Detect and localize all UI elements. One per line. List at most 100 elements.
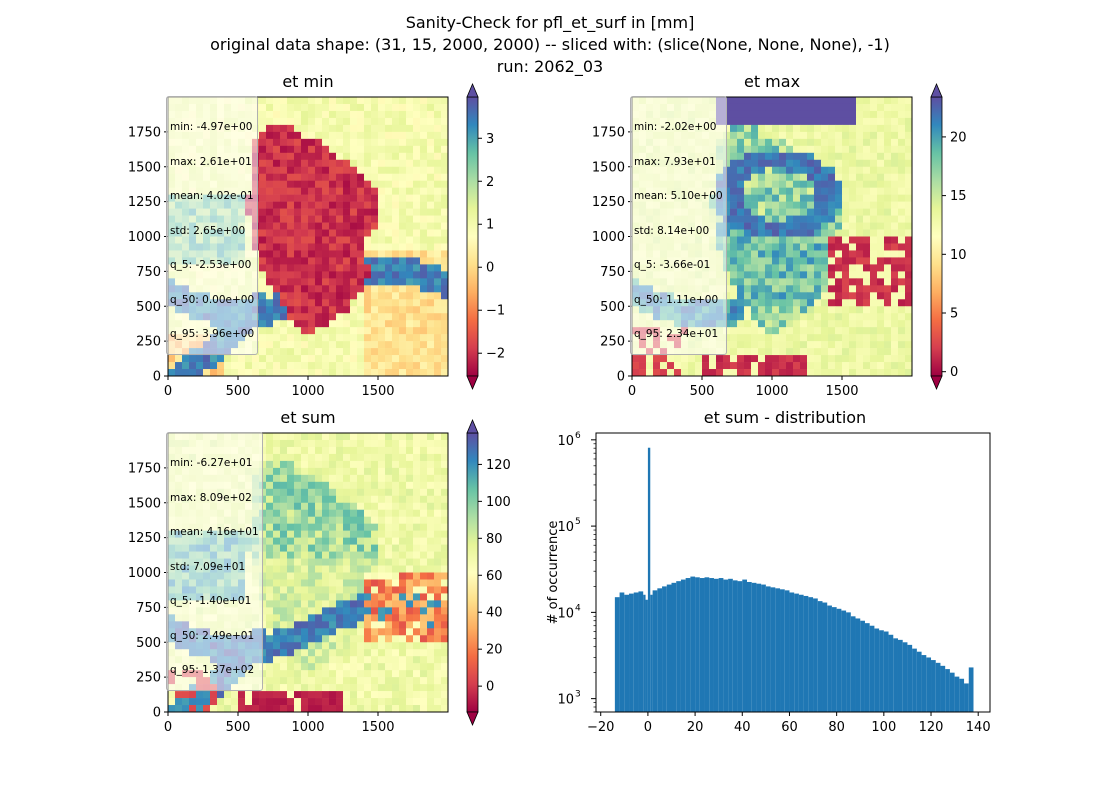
heatmap-cell xyxy=(653,369,661,377)
heatmap-cell xyxy=(350,516,358,524)
heatmap-cell xyxy=(350,362,358,370)
heatmap-cell xyxy=(322,488,330,497)
heatmap-cell xyxy=(378,523,386,531)
heatmap-cell xyxy=(420,229,428,237)
heatmap-cell xyxy=(280,166,288,175)
heatmap-cell xyxy=(856,348,864,356)
heatmap-cell xyxy=(357,355,365,363)
heatmap-cell xyxy=(378,250,386,258)
heatmap-cell xyxy=(737,97,745,105)
heatmap-cell xyxy=(737,236,745,244)
heatmap-cell xyxy=(427,180,435,188)
heatmap-cell xyxy=(364,663,372,671)
heatmap-cell xyxy=(737,327,745,335)
heatmap-cell xyxy=(350,271,358,279)
heatmap-cell xyxy=(371,572,379,580)
heatmap-cell xyxy=(765,97,773,105)
heatmap-cell xyxy=(786,229,794,237)
colorbar-tick-label: 3 xyxy=(486,132,494,147)
colorbar-extend-min xyxy=(466,375,479,391)
heatmap-cell xyxy=(441,509,449,517)
heatmap-cell xyxy=(392,467,400,476)
heatmap-cell xyxy=(891,320,899,328)
heatmap-cell xyxy=(814,320,822,328)
heatmap-cell xyxy=(807,278,815,286)
heatmap-cell xyxy=(385,446,393,455)
heatmap-cell xyxy=(392,152,400,161)
heatmap-cell xyxy=(441,516,449,524)
heatmap-cell xyxy=(420,271,428,279)
heatmap-cell xyxy=(343,362,351,370)
heatmap-cell xyxy=(385,257,393,265)
heatmap-cell xyxy=(336,495,344,504)
heatmap-cell xyxy=(385,621,393,629)
heatmap-cell xyxy=(441,558,449,566)
heatmap-cell xyxy=(301,481,309,490)
heatmap-cell xyxy=(385,271,393,279)
heatmap-cell xyxy=(266,523,274,531)
heatmap-cell xyxy=(364,649,372,657)
heatmap-cell xyxy=(308,509,316,517)
heatmap-cell xyxy=(413,579,421,587)
heatmap-cell xyxy=(287,215,295,223)
heatmap-cell xyxy=(835,173,843,181)
heatmap-cell xyxy=(301,565,309,573)
heatmap-cell xyxy=(793,110,801,119)
heatmap-cell xyxy=(392,600,400,608)
heatmap-cell xyxy=(336,306,344,314)
heatmap-cell xyxy=(898,152,906,161)
heatmap-cell xyxy=(371,593,379,601)
heatmap-cell xyxy=(287,663,295,671)
heatmap-cell xyxy=(842,166,850,175)
heatmap-cell xyxy=(294,558,302,566)
heatmap-cell xyxy=(751,334,759,342)
heatmap-cell xyxy=(427,103,435,112)
heatmap-cell xyxy=(357,194,365,202)
heatmap-cell xyxy=(744,173,752,181)
heatmap-cell xyxy=(364,467,372,476)
heatmap-cell xyxy=(835,327,843,335)
heatmap-cell xyxy=(392,299,400,307)
heatmap-cell xyxy=(800,306,808,314)
heatmap-cell xyxy=(884,320,892,328)
heatmap-cell xyxy=(427,110,435,119)
heatmap-cell xyxy=(392,523,400,531)
heatmap-cell xyxy=(273,572,281,580)
heatmap-cell xyxy=(273,586,281,594)
heatmap-cell xyxy=(308,523,316,531)
heatmap-cell xyxy=(371,250,379,258)
heatmap-cell xyxy=(399,131,407,140)
heatmap-cell xyxy=(427,313,435,321)
heatmap-cell xyxy=(385,439,393,448)
heatmap-cell xyxy=(870,117,878,126)
heatmap-cell xyxy=(392,705,400,713)
heatmap-cell xyxy=(772,166,780,175)
heatmap-cell xyxy=(842,159,850,168)
heatmap-cell xyxy=(406,516,414,524)
heatmap-cell xyxy=(807,117,815,126)
heatmap-cell xyxy=(849,201,857,209)
heatmap-cell xyxy=(343,320,351,328)
heatmap-cell xyxy=(294,439,302,448)
heatmap-cell xyxy=(392,362,400,370)
heatmap-cell xyxy=(329,278,337,286)
heatmap-cell xyxy=(287,530,295,538)
heatmap-cell xyxy=(856,194,864,202)
heatmap-cell xyxy=(392,292,400,300)
heatmap-cell xyxy=(399,586,407,594)
heatmap-cell xyxy=(336,285,344,293)
heatmap-cell xyxy=(287,446,295,455)
heatmap-cell xyxy=(308,201,316,209)
heatmap-cell xyxy=(266,159,274,168)
heatmap-cell xyxy=(765,201,773,209)
heatmap-cell xyxy=(758,355,766,363)
heatmap-cell xyxy=(329,663,337,671)
heatmap-cell xyxy=(856,201,864,209)
heatmap-cell xyxy=(898,97,906,105)
heatmap-cell xyxy=(898,313,906,321)
heatmap-cell xyxy=(898,355,906,363)
heatmap-cell xyxy=(779,152,787,161)
heatmap-cell xyxy=(814,110,822,119)
heatmap-cell xyxy=(294,103,302,112)
